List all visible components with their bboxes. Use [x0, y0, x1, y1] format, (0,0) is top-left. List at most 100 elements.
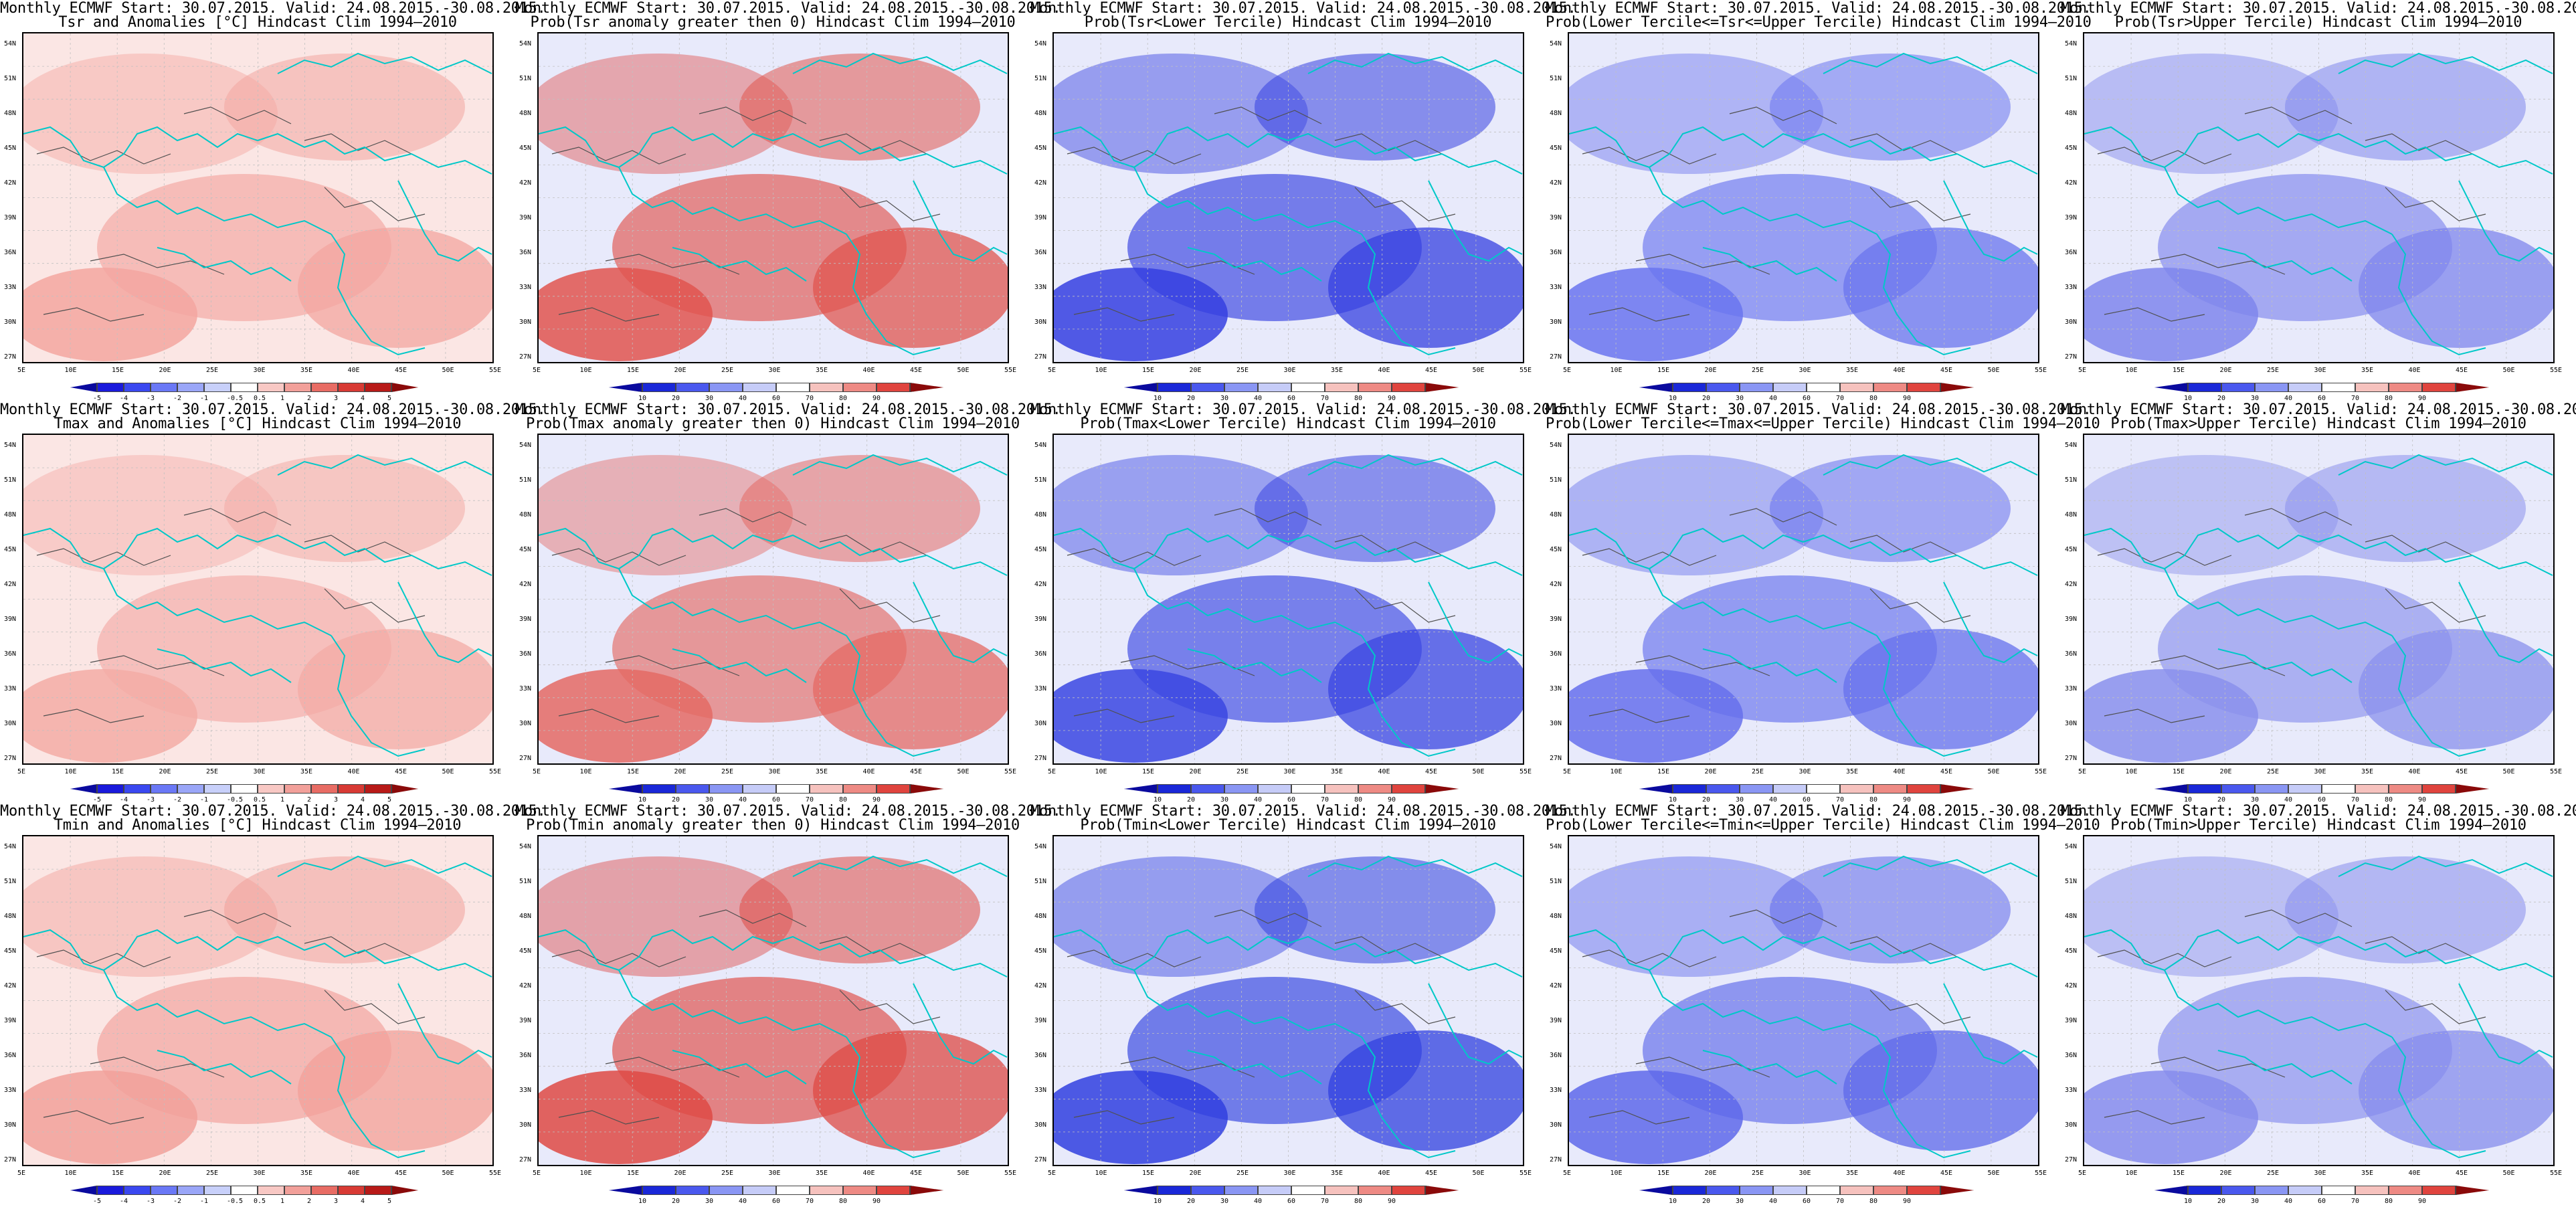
lon-label: 30E — [2314, 1170, 2326, 1177]
colorbar-label: 90 — [1903, 395, 1912, 402]
colorbar-segment — [258, 383, 284, 392]
colorbar-segment — [2188, 784, 2221, 794]
colorbar-segment — [910, 383, 943, 392]
lon-label: 30E — [768, 768, 781, 775]
lat-label: 30N — [4, 1121, 17, 1129]
lon-label: 30E — [1283, 1170, 1296, 1177]
lon-label: 45E — [1940, 367, 1953, 374]
lon-label: 30E — [1283, 367, 1296, 374]
map-panel: Monthly ECMWF Start: 30.07.2015. Valid: … — [1546, 401, 2100, 804]
lon-label: 40E — [1893, 768, 1906, 775]
panel-subtitle: Prob(Tsr<Lower Tercile) Hindcast Clim 19… — [1084, 14, 1492, 31]
lat-label: 48N — [4, 913, 17, 920]
colorbar-label: 90 — [1388, 395, 1396, 402]
lat-label: 51N — [2065, 476, 2078, 484]
lon-label: 15E — [112, 768, 124, 775]
lon-label: 15E — [112, 1170, 124, 1177]
lat-label: 54N — [1034, 442, 1047, 449]
lon-label: 40E — [1378, 768, 1390, 775]
colorbar-segment — [2154, 383, 2188, 392]
lon-label: 20E — [1704, 1170, 1717, 1177]
map-area — [2083, 835, 2555, 1166]
colorbar-segment — [1425, 1186, 1459, 1195]
lat-label: 42N — [519, 179, 532, 187]
colorbar-label: 40 — [2284, 395, 2293, 402]
lon-label: 5E — [17, 768, 26, 775]
lon-label: 20E — [2219, 768, 2232, 775]
colorbar-label: 1 — [280, 796, 285, 804]
lon-label: 20E — [1189, 768, 1202, 775]
lat-label: 48N — [2065, 110, 2078, 117]
colorbar-label: 40 — [1254, 796, 1263, 804]
colorbar-label: 20 — [1702, 1198, 1711, 1205]
colorbar-label: -3 — [147, 395, 155, 402]
lat-label: 45N — [519, 546, 532, 553]
lat-label: 51N — [519, 476, 532, 484]
colorbar-segment — [124, 784, 151, 794]
lon-label: 5E — [2078, 1170, 2087, 1177]
map-area — [537, 835, 1009, 1166]
colorbar-segment — [231, 1186, 258, 1195]
lon-label: 40E — [862, 367, 875, 374]
colorbar-label: 40 — [739, 796, 747, 804]
map-area — [537, 32, 1009, 363]
colorbar-label: 80 — [1869, 796, 1878, 804]
lon-label: 50E — [957, 768, 970, 775]
colorbar-label: -1 — [200, 395, 209, 402]
colorbar-segment — [284, 1186, 311, 1195]
colorbar — [1639, 784, 1974, 794]
colorbar-label: 20 — [2217, 1198, 2226, 1205]
panel-subtitle: Prob(Tmin>Upper Tercile) Hindcast Clim 1… — [2110, 817, 2526, 834]
map-area — [2083, 434, 2555, 765]
lat-label: 48N — [2065, 913, 2078, 920]
lat-label: 54N — [4, 442, 17, 449]
colorbar — [609, 784, 943, 794]
colorbar-label: 80 — [2385, 395, 2393, 402]
colorbar-label: -1 — [200, 796, 209, 804]
panel-subtitle: Prob(Tsr anomaly greater then 0) Hindcas… — [530, 14, 1016, 31]
panel-subtitle: Tsr and Anomalies [°C] Hindcast Clim 199… — [58, 14, 457, 31]
lon-label: 50E — [1987, 768, 2000, 775]
lon-label: 55E — [489, 367, 502, 374]
colorbar-label: 0.5 — [254, 395, 266, 402]
colorbar-segment — [1740, 784, 1773, 794]
colorbar-segment — [642, 784, 676, 794]
colorbar-label: 70 — [1321, 796, 1329, 804]
lon-label: 10E — [579, 367, 592, 374]
lon-label: 25E — [1752, 367, 1764, 374]
lat-label: 54N — [2065, 843, 2078, 850]
colorbar-segment — [391, 784, 418, 794]
colorbar-label: -5 — [93, 395, 102, 402]
colorbar-segment — [1358, 383, 1392, 392]
colorbar-label: 30 — [2251, 796, 2260, 804]
colorbar-label: 10 — [638, 1198, 647, 1205]
lon-label: 50E — [1472, 367, 1485, 374]
colorbar-label: 80 — [1354, 395, 1363, 402]
lon-label: 15E — [1142, 1170, 1155, 1177]
colorbar-segment — [1706, 1186, 1740, 1195]
lon-label: 55E — [489, 768, 502, 775]
panel-subtitle: Prob(Tmax anomaly greater then 0) Hindca… — [526, 415, 1020, 432]
lon-label: 30E — [1799, 1170, 1811, 1177]
colorbar-segment — [1673, 1186, 1706, 1195]
colorbar — [2154, 784, 2489, 794]
panel-title: Monthly ECMWF Start: 30.07.2015. Valid: … — [515, 401, 1061, 418]
lat-label: 30N — [2065, 720, 2078, 727]
colorbar-segment — [1124, 383, 1158, 392]
colorbar-segment — [1191, 1186, 1224, 1195]
colorbar-segment — [97, 1186, 124, 1195]
lon-label: 30E — [1283, 768, 1296, 775]
lon-label: 25E — [1236, 1170, 1249, 1177]
lon-label: 20E — [674, 1170, 686, 1177]
colorbar-segment — [365, 784, 391, 794]
panel-subtitle: Prob(Lower Tercile<=Tmax<=Upper Tercile)… — [1546, 415, 2100, 432]
lon-label: 30E — [253, 768, 266, 775]
lon-label: 40E — [2408, 1170, 2421, 1177]
lat-label: 33N — [2065, 1087, 2078, 1094]
lat-label: 36N — [1550, 1052, 1562, 1059]
lat-label: 42N — [519, 581, 532, 588]
lon-label: 40E — [1893, 367, 1906, 374]
lat-label: 54N — [1034, 40, 1047, 48]
lat-label: 36N — [4, 650, 17, 658]
lon-label: 5E — [533, 367, 541, 374]
